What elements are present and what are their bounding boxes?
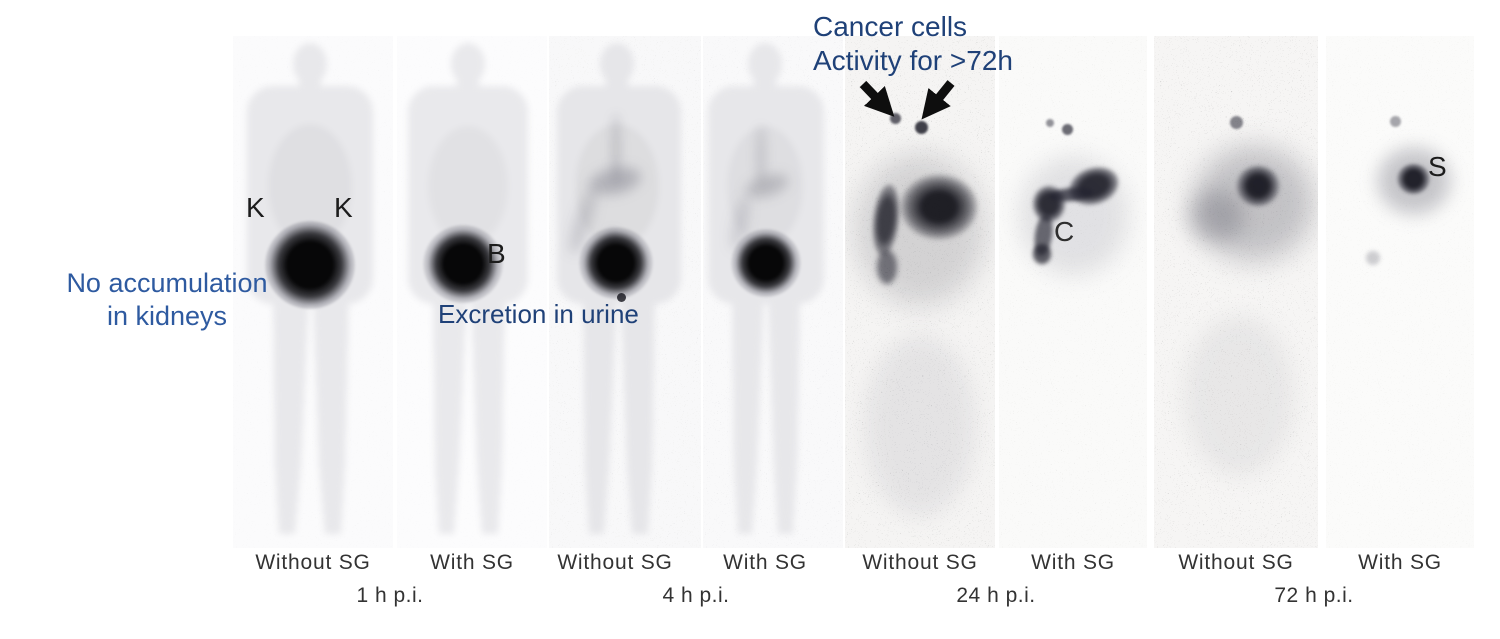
kidney-right-marker: K	[334, 192, 353, 223]
bladder-hotspot	[579, 227, 653, 299]
lower-body-haze	[865, 336, 975, 516]
cancer-cell-spot-left	[1046, 119, 1054, 127]
intestinal-hotspot	[900, 174, 978, 240]
cancer-cell-spot-right	[1062, 124, 1073, 135]
cancer-cell-spot	[1230, 116, 1243, 129]
condition-label-7: Without SG	[1178, 551, 1294, 574]
cancer-cell-spot-right	[915, 121, 928, 134]
faint-uptake-spot	[1366, 251, 1380, 265]
cancer-cell-spot	[1390, 116, 1401, 127]
scan-panel-1h-without-sg	[233, 36, 393, 548]
urine-annotation: Excretion in urine	[438, 299, 639, 329]
condition-label-4: With SG	[723, 551, 807, 574]
cancer-annotation-line2: Activity for >72h	[813, 45, 1013, 76]
time-label-72h: 72 h p.i.	[1274, 584, 1354, 607]
bladder-hotspot	[423, 225, 503, 303]
time-label-4h: 4 h p.i.	[662, 584, 730, 607]
spine-uptake-streak	[611, 114, 621, 186]
scan-panel-1h-with-sg	[397, 36, 547, 548]
lower-body-haze	[1184, 316, 1294, 476]
condition-label-6: With SG	[1031, 551, 1115, 574]
stomach-hotspot	[1236, 166, 1280, 206]
scan-panel-72h-without-sg	[1154, 36, 1318, 548]
secondary-uptake-haze	[1189, 191, 1244, 241]
kidney-left-marker: K	[246, 192, 265, 223]
bladder-hotspot	[731, 229, 801, 297]
cancer-annotation: Cancer cells Activity for >72h	[813, 10, 1013, 78]
noise-texture	[1326, 36, 1474, 548]
stomach-marker: S	[1428, 151, 1447, 182]
condition-label-1: Without SG	[255, 551, 371, 574]
spine-uptake-streak	[755, 126, 767, 186]
condition-label-5: Without SG	[862, 551, 978, 574]
bladder-hotspot	[265, 221, 355, 309]
kidneys-annotation: No accumulation in kidneys	[38, 267, 296, 333]
bladder-marker: B	[487, 238, 506, 269]
scan-panel-4h-with-sg	[703, 36, 843, 548]
condition-label-3: Without SG	[557, 551, 673, 574]
condition-label-2: With SG	[430, 551, 514, 574]
colon-node	[877, 250, 897, 284]
kidneys-annotation-line1: No accumulation	[66, 268, 268, 298]
scan-panel-72h-with-sg	[1326, 36, 1474, 548]
stomach-hotspot	[1397, 164, 1430, 194]
cancer-annotation-line1: Cancer cells	[813, 11, 968, 42]
colon-bottom-node	[1033, 244, 1051, 264]
scan-panel-4h-without-sg	[549, 36, 701, 548]
colon-marker: C	[1054, 216, 1075, 247]
condition-label-8: With SG	[1358, 551, 1442, 574]
time-label-1h: 1 h p.i.	[356, 584, 424, 607]
noise-texture	[999, 36, 1147, 548]
urine-drop-spot	[617, 293, 626, 302]
kidneys-annotation-line2: in kidneys	[106, 301, 228, 331]
time-label-24h: 24 h p.i.	[956, 584, 1036, 607]
cancer-cell-spot-left	[890, 113, 901, 124]
scan-panel-24h-without-sg	[845, 36, 995, 548]
scan-panel-24h-with-sg	[999, 36, 1147, 548]
